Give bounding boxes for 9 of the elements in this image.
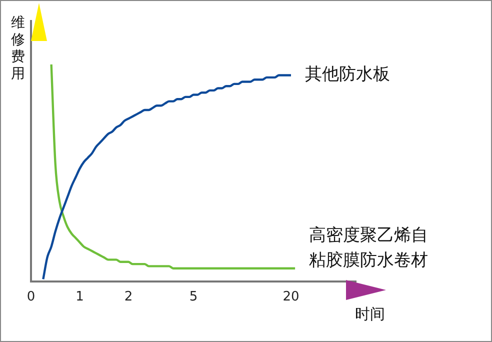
x-tick-label: 20 (282, 290, 300, 305)
y-axis-title: 维修费用 (11, 15, 26, 83)
x-tick-label: 5 (189, 290, 198, 305)
x-tick-label: 1 (76, 290, 84, 305)
series-label: 其他防水板 (305, 64, 390, 85)
series-label: 高密度聚乙烯自粘胶膜防水卷材 (309, 225, 428, 270)
x-tick-label: 0 (26, 290, 36, 305)
x-axis-title: 时间 (355, 305, 385, 324)
x-tick-label: 2 (124, 290, 133, 305)
